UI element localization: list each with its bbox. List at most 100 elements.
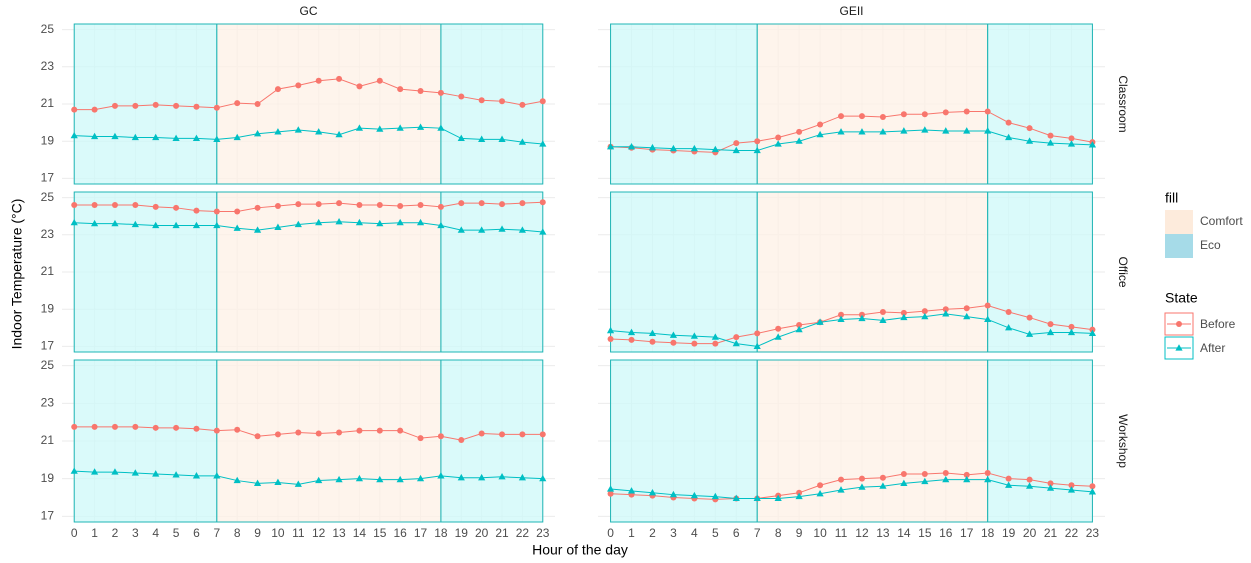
point bbox=[71, 106, 78, 113]
y-tick-label: 21 bbox=[41, 433, 55, 447]
point bbox=[712, 340, 719, 347]
point bbox=[335, 217, 343, 225]
point bbox=[234, 100, 241, 107]
row-strip-label: Workshop bbox=[1116, 414, 1130, 468]
point bbox=[1047, 480, 1054, 487]
point bbox=[294, 480, 302, 487]
point bbox=[253, 129, 262, 137]
point bbox=[499, 201, 506, 208]
column-strip-label: GEII bbox=[839, 4, 863, 18]
point bbox=[519, 200, 526, 207]
point bbox=[111, 468, 119, 475]
point bbox=[478, 430, 485, 437]
y-tick-label: 25 bbox=[41, 22, 55, 36]
point bbox=[795, 325, 803, 333]
point bbox=[396, 218, 404, 226]
point bbox=[796, 128, 803, 135]
point bbox=[879, 128, 887, 135]
x-tick-label: 7 bbox=[754, 526, 761, 540]
point bbox=[274, 128, 282, 135]
point bbox=[336, 429, 343, 436]
point bbox=[336, 75, 343, 82]
point bbox=[71, 202, 78, 209]
point bbox=[900, 111, 907, 118]
x-tick-label: 18 bbox=[434, 526, 448, 540]
point bbox=[294, 126, 302, 133]
point bbox=[478, 226, 486, 233]
point bbox=[111, 219, 119, 227]
state-region bbox=[756, 191, 989, 353]
y-tick-label: 17 bbox=[41, 509, 55, 523]
point bbox=[539, 199, 546, 206]
point bbox=[1005, 481, 1013, 488]
point bbox=[458, 93, 465, 100]
point bbox=[90, 219, 99, 227]
series-line bbox=[74, 426, 543, 441]
state-region bbox=[440, 359, 544, 523]
x-tick-label: 18 bbox=[981, 526, 995, 540]
point bbox=[233, 224, 241, 231]
column-strip-label: GC bbox=[300, 4, 318, 18]
x-tick-label: 4 bbox=[691, 526, 698, 540]
point bbox=[213, 208, 220, 215]
point bbox=[70, 467, 78, 474]
x-tick-label: 8 bbox=[775, 526, 782, 540]
state-region bbox=[987, 191, 1093, 353]
x-tick-label: 6 bbox=[193, 526, 200, 540]
point bbox=[858, 314, 866, 322]
point bbox=[627, 142, 636, 150]
point bbox=[518, 138, 527, 145]
point bbox=[733, 140, 740, 147]
point bbox=[1068, 482, 1075, 489]
point bbox=[437, 203, 444, 210]
x-tick-label: 23 bbox=[1086, 526, 1100, 540]
point bbox=[233, 133, 241, 141]
point bbox=[606, 142, 615, 150]
point bbox=[478, 200, 485, 207]
x-tick-label: 12 bbox=[312, 526, 326, 540]
point bbox=[711, 492, 719, 500]
point bbox=[355, 124, 364, 131]
series-line bbox=[610, 129, 1093, 152]
point bbox=[499, 98, 506, 105]
point bbox=[1025, 137, 1034, 144]
point bbox=[519, 101, 526, 108]
legend-marker bbox=[1176, 321, 1182, 327]
series-line bbox=[610, 472, 1093, 500]
point bbox=[648, 329, 657, 336]
point bbox=[753, 342, 761, 350]
point bbox=[1025, 482, 1034, 489]
state-region bbox=[987, 23, 1093, 185]
series-line bbox=[610, 304, 1093, 345]
point bbox=[315, 77, 322, 84]
point bbox=[173, 204, 180, 211]
point bbox=[879, 309, 886, 315]
x-tick-label: 1 bbox=[91, 526, 98, 540]
point bbox=[397, 427, 404, 434]
point bbox=[192, 221, 201, 229]
point bbox=[111, 102, 118, 109]
point bbox=[816, 318, 824, 325]
point bbox=[690, 491, 698, 499]
point bbox=[984, 315, 992, 323]
point bbox=[775, 134, 782, 141]
point bbox=[963, 127, 971, 134]
point bbox=[900, 309, 907, 316]
point bbox=[816, 489, 824, 497]
point bbox=[753, 146, 761, 154]
x-tick-label: 13 bbox=[332, 526, 346, 540]
x-tick-label: 12 bbox=[855, 526, 869, 540]
point bbox=[1047, 321, 1054, 328]
point bbox=[478, 135, 486, 142]
point bbox=[70, 218, 78, 226]
point bbox=[458, 437, 465, 444]
legend-label: Comfort bbox=[1200, 214, 1243, 228]
point bbox=[774, 333, 782, 340]
point bbox=[1026, 125, 1033, 132]
point bbox=[131, 469, 139, 476]
point bbox=[984, 108, 991, 115]
point bbox=[152, 470, 160, 477]
point bbox=[193, 103, 200, 110]
point bbox=[254, 204, 261, 211]
x-tick-label: 8 bbox=[234, 526, 241, 540]
